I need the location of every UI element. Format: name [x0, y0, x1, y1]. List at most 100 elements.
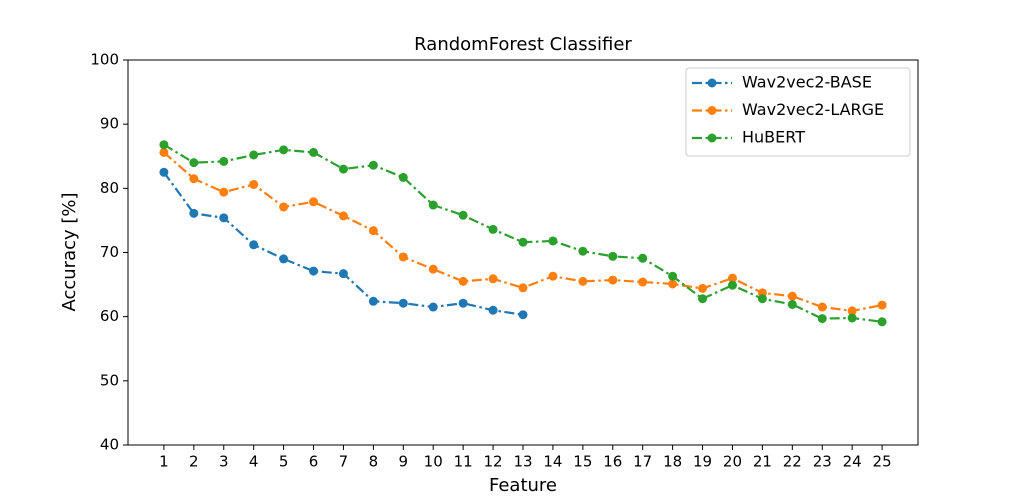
point — [368, 160, 378, 170]
x-tick-label: 3 — [219, 453, 229, 471]
point — [428, 264, 438, 274]
point — [578, 276, 588, 286]
point — [877, 300, 887, 310]
x-tick-label: 23 — [813, 453, 832, 471]
legend-label: Wav2vec2-BASE — [742, 73, 872, 92]
x-axis-label: Feature — [489, 475, 557, 496]
series-line — [163, 171, 524, 316]
legend-marker — [707, 78, 717, 88]
point — [488, 224, 498, 234]
point — [698, 283, 708, 293]
point — [668, 279, 678, 289]
point — [338, 211, 348, 221]
x-tick-label: 14 — [543, 453, 562, 471]
point — [548, 236, 558, 246]
x-tick-label: 1 — [159, 453, 169, 471]
point — [398, 172, 408, 182]
legend-marker — [707, 133, 717, 143]
point — [638, 253, 648, 263]
x-tick-label: 13 — [513, 453, 532, 471]
point — [189, 158, 199, 168]
point — [279, 145, 289, 155]
point — [338, 164, 348, 174]
y-axis-label: Accuracy [%] — [59, 192, 80, 311]
x-tick-label: 9 — [399, 453, 409, 471]
point — [518, 310, 528, 320]
point — [219, 187, 229, 197]
point — [398, 252, 408, 262]
point — [279, 202, 289, 212]
x-tick-label: 19 — [693, 453, 712, 471]
x-tick-label: 17 — [633, 453, 652, 471]
point — [608, 251, 618, 261]
legend-box — [685, 67, 911, 157]
y-tick-label: 50 — [100, 371, 119, 389]
x-tick-label: 21 — [753, 453, 772, 471]
point — [219, 156, 229, 166]
point — [638, 277, 648, 287]
point — [817, 302, 827, 312]
point — [189, 174, 199, 184]
point — [578, 246, 588, 256]
x-tick-label: 10 — [424, 453, 443, 471]
point — [338, 269, 348, 279]
point — [668, 271, 678, 281]
point — [518, 283, 528, 293]
point — [428, 302, 438, 312]
point — [159, 167, 169, 177]
x-tick-label: 8 — [369, 453, 379, 471]
point — [189, 208, 199, 218]
y-tick-label: 80 — [100, 179, 119, 197]
point — [488, 305, 498, 315]
legend-label: Wav2vec2-LARGE — [742, 100, 884, 119]
x-tick-label: 6 — [309, 453, 319, 471]
y-tick-label: 40 — [100, 436, 119, 454]
chart-title: RandomForest Classifier — [414, 34, 632, 55]
point — [757, 294, 767, 304]
y-tick-label: 60 — [100, 307, 119, 325]
point — [309, 147, 319, 157]
legend-marker — [707, 106, 717, 115]
x-tick-label: 22 — [783, 453, 802, 471]
point — [787, 291, 797, 301]
x-tick-label: 7 — [339, 453, 349, 471]
x-tick-label: 2 — [189, 453, 199, 471]
point — [727, 273, 737, 283]
x-tick-label: 11 — [454, 453, 473, 471]
point — [458, 276, 468, 286]
x-tick-label: 4 — [249, 453, 259, 471]
point — [368, 296, 378, 306]
point — [698, 294, 708, 304]
point — [847, 313, 857, 323]
point — [159, 147, 169, 157]
point — [727, 280, 737, 290]
point — [368, 226, 378, 236]
x-tick-label: 24 — [843, 453, 862, 471]
x-tick-label: 16 — [603, 453, 622, 471]
point — [279, 254, 289, 264]
x-tick-label: 12 — [484, 453, 503, 471]
point — [249, 150, 259, 160]
y-tick-label: 70 — [100, 243, 119, 261]
point — [428, 200, 438, 210]
point — [249, 240, 259, 250]
point — [817, 314, 827, 324]
point — [877, 317, 887, 327]
y-tick-label: 90 — [100, 115, 119, 133]
x-tick-label: 20 — [723, 453, 742, 471]
x-tick-label: 18 — [663, 453, 682, 471]
point — [309, 266, 319, 276]
point — [159, 140, 169, 150]
point — [488, 274, 498, 284]
point — [249, 179, 259, 189]
y-tick-label: 100 — [90, 51, 119, 69]
point — [458, 298, 468, 308]
point — [847, 306, 857, 316]
legend-label: HuBERT — [742, 128, 805, 147]
point — [608, 275, 618, 285]
point — [398, 298, 408, 308]
point — [309, 197, 319, 207]
x-tick-label: 15 — [573, 453, 592, 471]
x-tick-label: 25 — [873, 453, 892, 471]
